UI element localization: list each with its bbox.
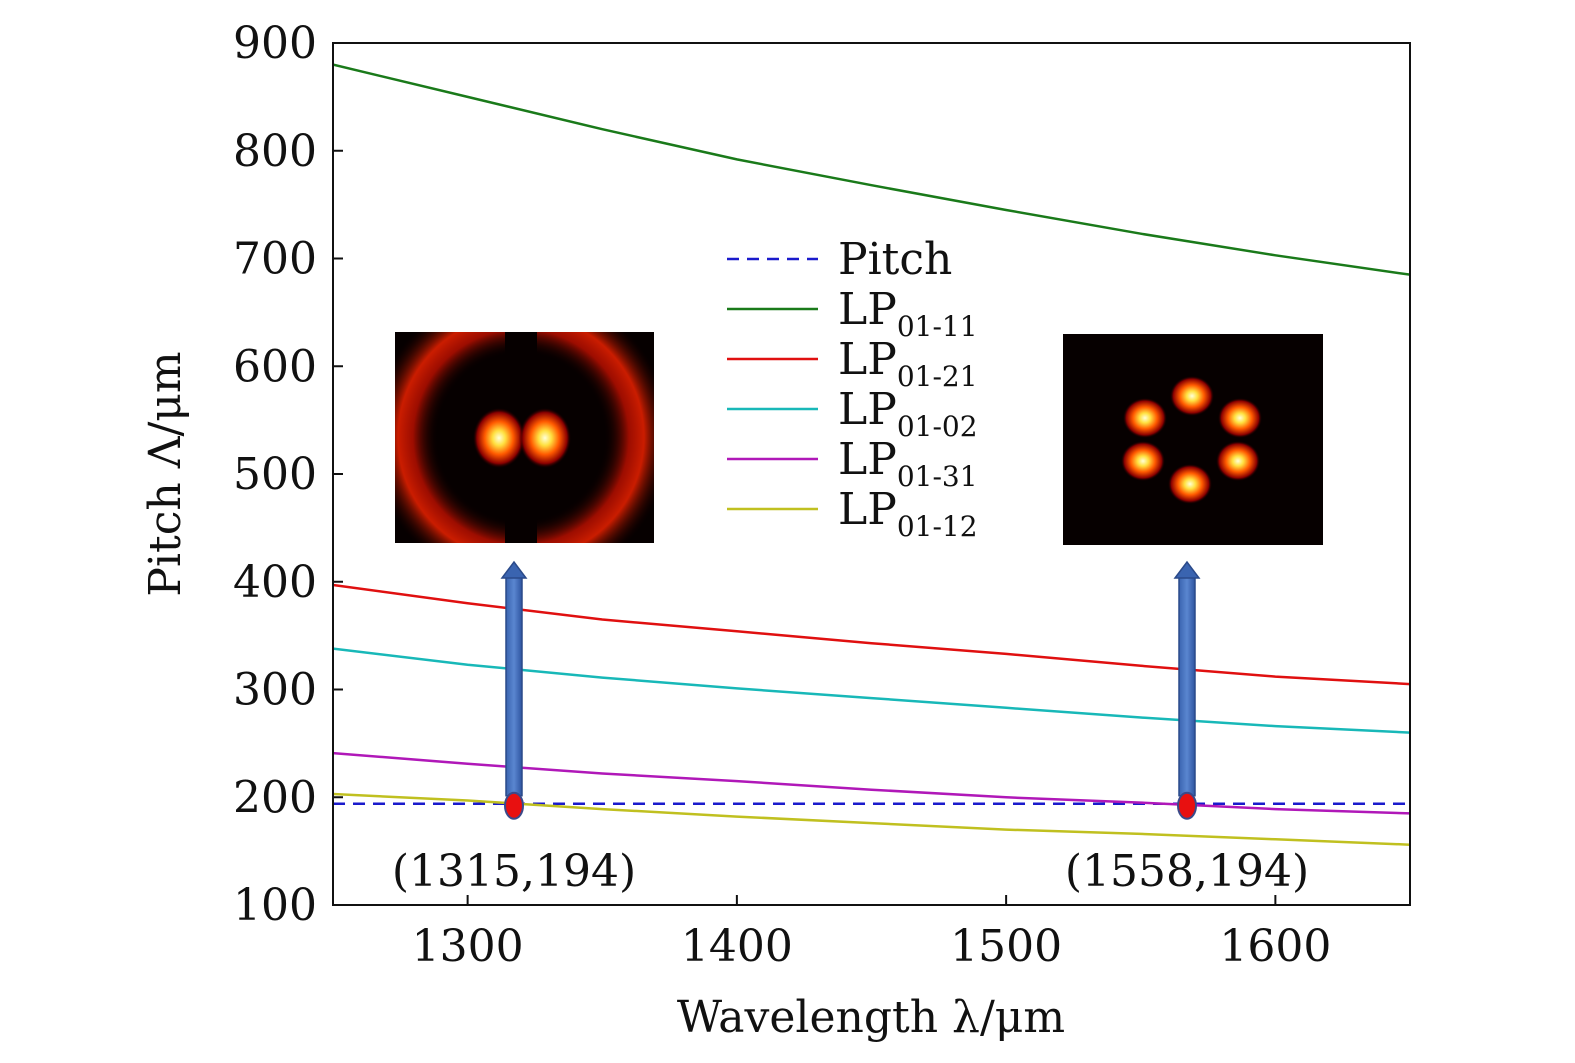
legend-label: Pitch [838, 234, 952, 285]
arrow-shaft [505, 575, 523, 797]
y-tick-label: 100 [233, 880, 317, 931]
x-tick-label: 1300 [412, 921, 524, 972]
y-tick-label: 300 [233, 665, 317, 716]
series-line-lp01-11 [333, 63, 1410, 276]
crossing-marker [1177, 791, 1197, 820]
arrow-shaft [1178, 575, 1196, 797]
legend-label: LP01-12 [838, 484, 978, 543]
series-line-lp01-12 [333, 792, 1410, 846]
crossing-label: (1315,194) [392, 846, 636, 897]
y-tick-label: 400 [233, 557, 317, 608]
mode-profile-lp11 [395, 332, 654, 543]
legend-label: LP01-31 [838, 434, 978, 493]
annotation-layer: (1315,194) (1558,194) [392, 560, 1309, 897]
series-line-lp01-02 [333, 647, 1410, 734]
x-tick-label: 1400 [681, 921, 793, 972]
y-axis-title: Pitch Λ/μm [140, 351, 191, 596]
crossing-marker [504, 791, 524, 820]
y-tick-label: 500 [233, 449, 317, 500]
arrow-head [1173, 560, 1201, 579]
legend-label: LP01-21 [838, 334, 978, 393]
series-line-lp01-21 [333, 583, 1410, 686]
y-tick-label: 800 [233, 126, 317, 177]
ticks-layer: 1300 1400 1500 1600 100 200 300 400 500 600 700 800… [233, 18, 1331, 972]
x-axis-title: Wavelength λ/μm [677, 992, 1065, 1043]
y-tick-label: 900 [233, 18, 317, 69]
legend-label: LP01-11 [838, 284, 978, 343]
legend-label: LP01-02 [838, 384, 978, 443]
arrow-head [500, 560, 528, 579]
crossing-label: (1558,194) [1065, 846, 1309, 897]
x-tick-label: 1500 [950, 921, 1062, 972]
y-tick-label: 700 [233, 234, 317, 285]
mode-profile-lp31 [1063, 334, 1323, 545]
y-tick-label: 200 [233, 772, 317, 823]
x-tick-label: 1600 [1219, 921, 1331, 972]
y-tick-label: 600 [233, 341, 317, 392]
